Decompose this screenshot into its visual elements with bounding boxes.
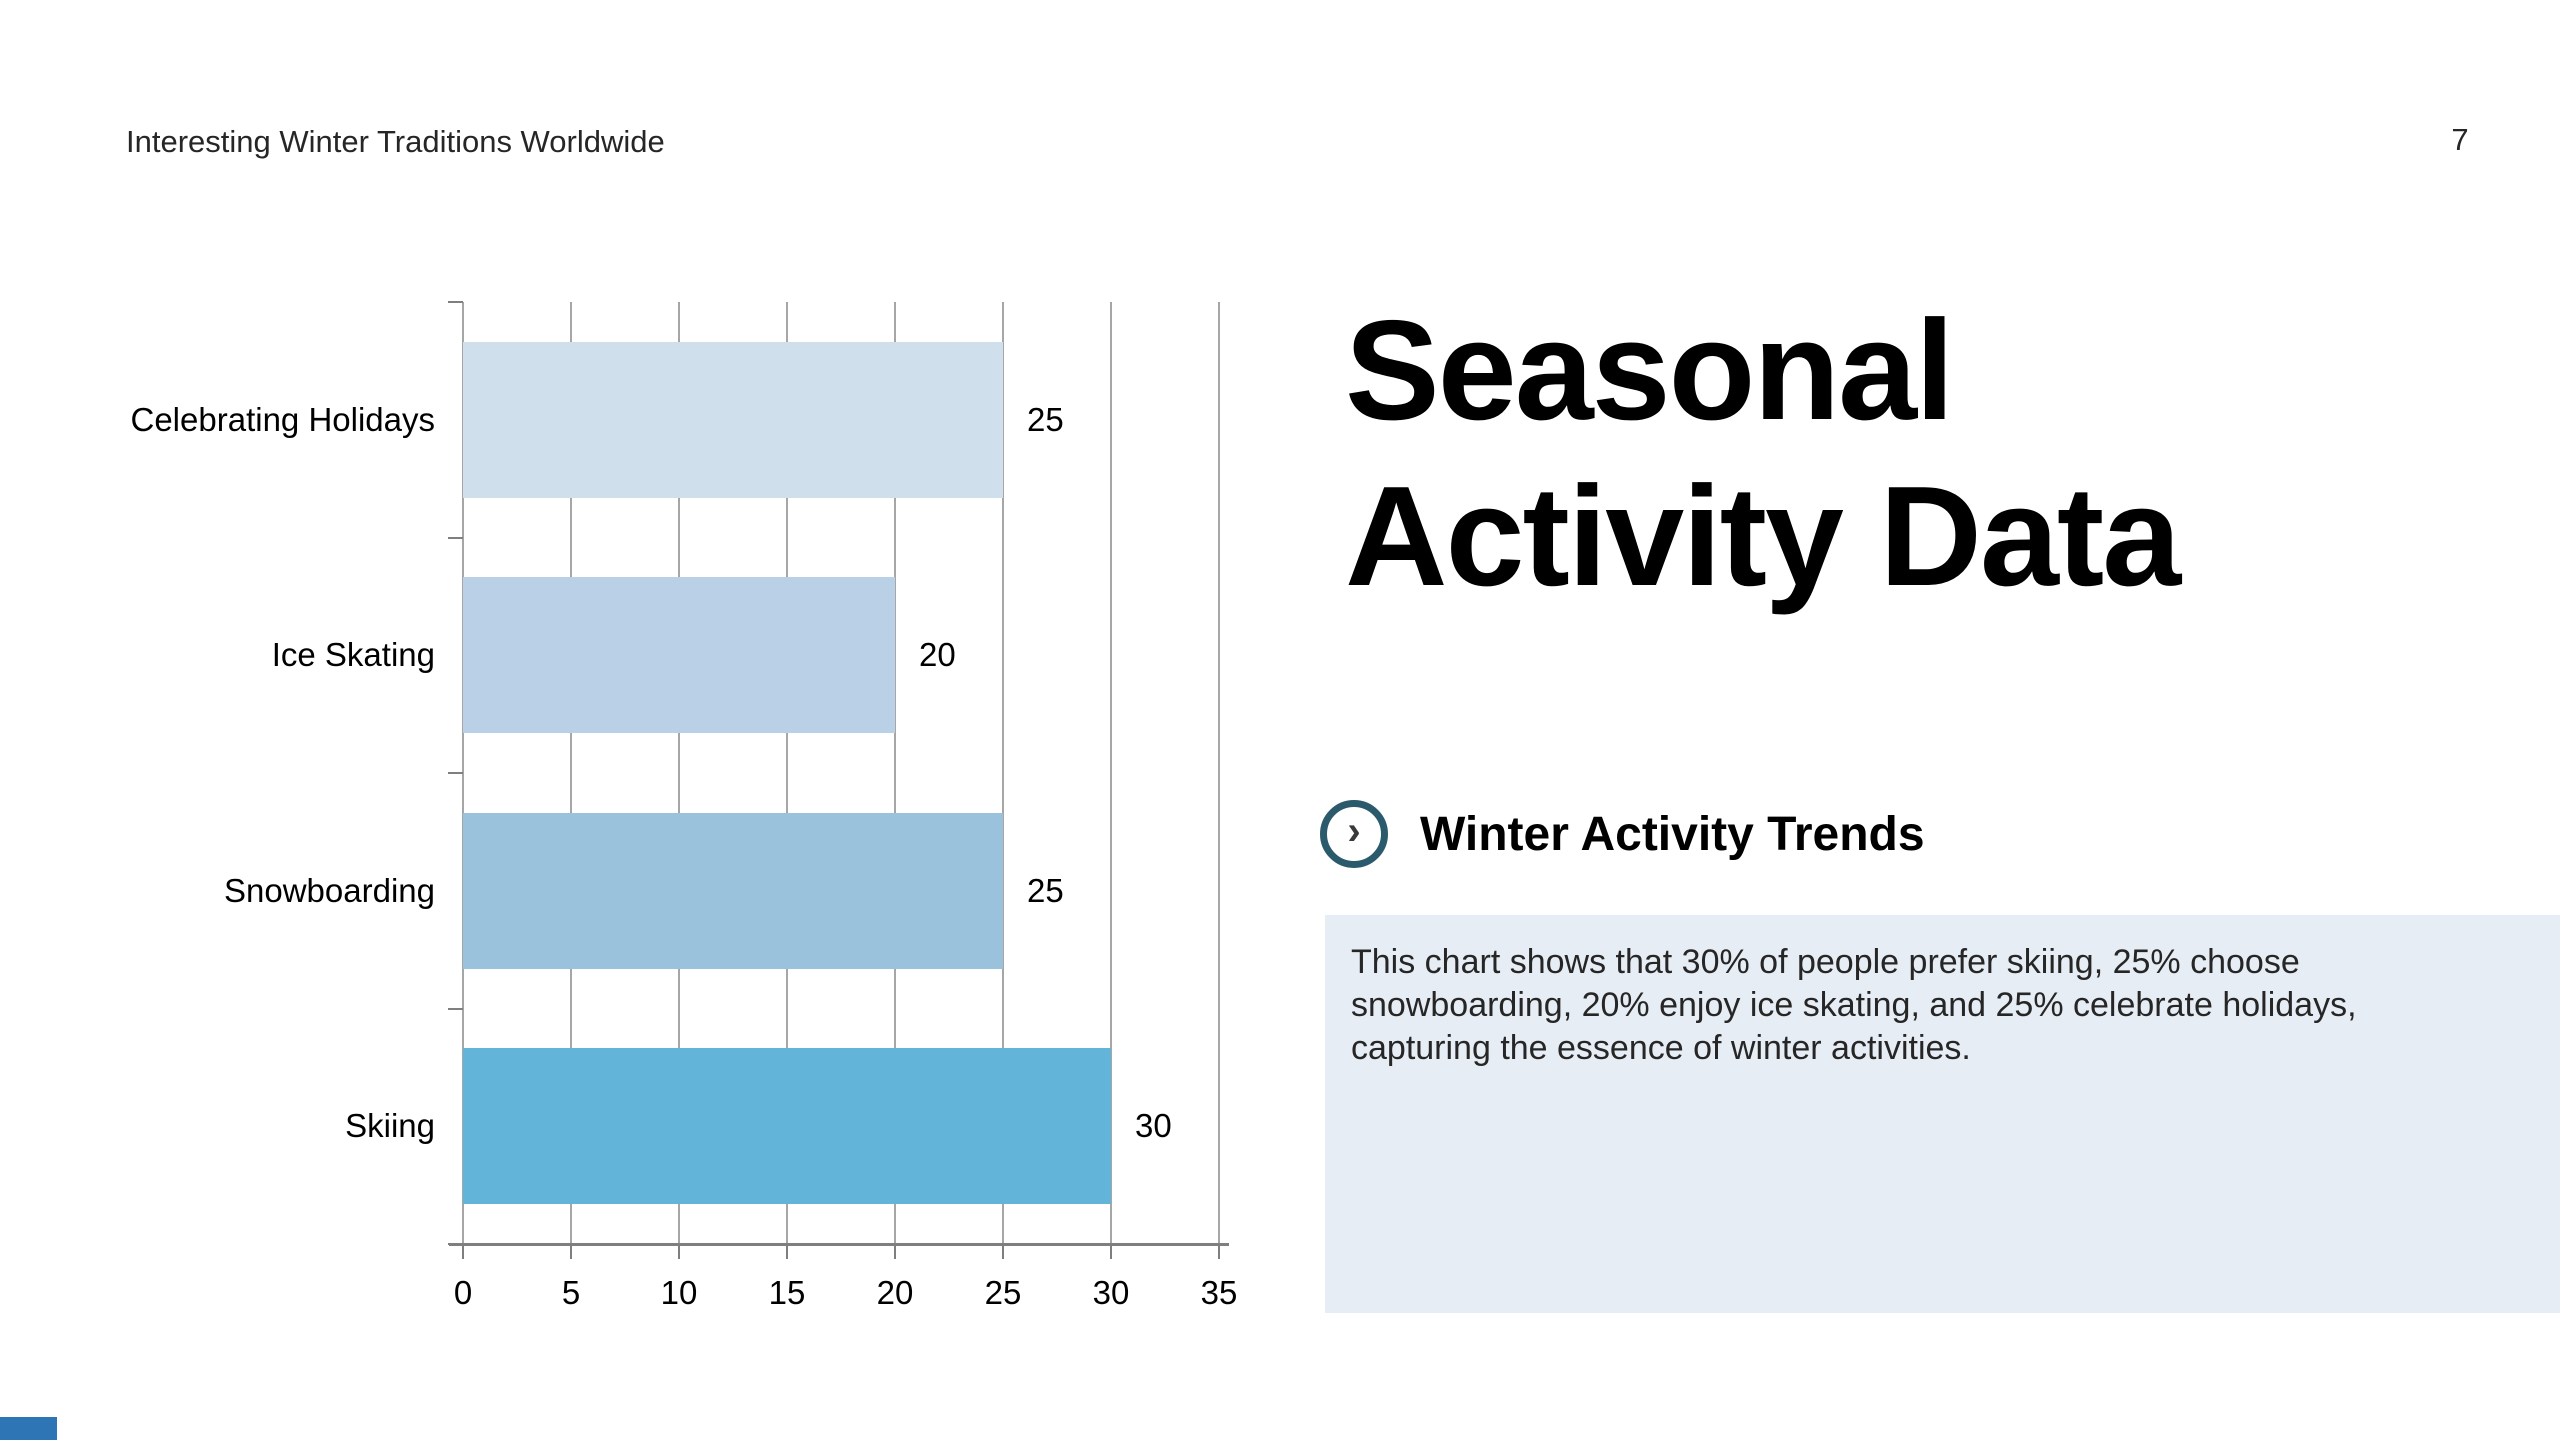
gridline	[678, 302, 680, 1244]
category-label: Ice Skating	[271, 636, 435, 674]
y-axis-tick	[448, 301, 463, 303]
y-axis-tick	[448, 1007, 463, 1010]
value-label: 25	[1027, 871, 1064, 909]
x-tick-label: 5	[561, 1274, 581, 1311]
page-number: 7	[2451, 122, 2469, 157]
x-axis-line	[449, 1243, 1229, 1246]
body-text: This chart shows that 30% of people pref…	[1351, 943, 2357, 1068]
body-text-box: This chart shows that 30% of people pref…	[1325, 915, 2560, 1313]
bar-chart-plot: 0 5 10 15 20 25 30 35 Celebrating Holidays 25 Ice …	[131, 301, 1237, 1311]
x-axis-tick	[1002, 1244, 1004, 1259]
chevron-right-icon: ›	[1347, 809, 1361, 853]
value-label: 25	[1027, 400, 1064, 438]
bar	[463, 1048, 1111, 1205]
bar	[463, 577, 895, 734]
x-axis-tick	[1218, 1244, 1220, 1259]
chevron-right-circle-icon: ›	[1320, 800, 1388, 868]
x-tick-label: 15	[768, 1274, 806, 1311]
section-heading-row: › Winter Activity Trends	[1320, 800, 1925, 868]
x-tick-label: 0	[453, 1274, 473, 1311]
header-title: Interesting Winter Traditions Worldwide	[126, 124, 665, 159]
gridline	[1002, 302, 1004, 1244]
x-axis-tick	[462, 1244, 464, 1259]
gridline	[786, 302, 788, 1244]
bar	[463, 812, 1003, 969]
x-axis-tick	[1110, 1244, 1112, 1259]
x-tick-label: 30	[1092, 1274, 1130, 1311]
gridline	[1218, 302, 1220, 1244]
accent-square	[0, 1417, 57, 1440]
x-tick-label: 35	[1200, 1274, 1238, 1311]
category-label: Celebrating Holidays	[130, 400, 436, 438]
x-tick-label: 20	[876, 1274, 914, 1311]
gridline	[1110, 302, 1112, 1244]
value-label: 20	[919, 636, 956, 674]
gridline	[570, 302, 572, 1244]
gridline	[894, 302, 896, 1244]
category-label: Snowboarding	[224, 871, 435, 909]
category-label: Skiing	[345, 1107, 435, 1145]
slide-title: Seasonal Activity Data	[1345, 291, 2181, 617]
bar	[463, 341, 1003, 498]
x-axis-tick	[894, 1244, 896, 1259]
x-axis-tick	[678, 1244, 680, 1259]
y-axis-tick	[448, 536, 463, 539]
section-heading: Winter Activity Trends	[1420, 807, 1925, 861]
x-axis-tick	[786, 1244, 788, 1259]
x-tick-label: 25	[984, 1274, 1022, 1311]
y-axis-tick	[448, 772, 463, 774]
gridline	[462, 302, 464, 1244]
value-label: 30	[1135, 1107, 1172, 1145]
x-tick-label: 10	[660, 1274, 698, 1311]
x-axis-tick	[570, 1244, 572, 1259]
